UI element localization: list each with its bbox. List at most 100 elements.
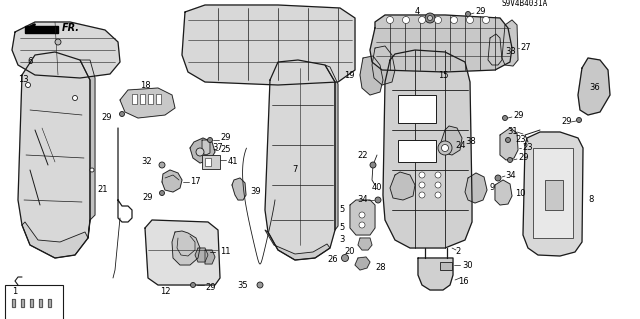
Polygon shape <box>145 220 220 285</box>
Text: 15: 15 <box>438 70 448 79</box>
Text: 29: 29 <box>561 117 572 127</box>
Text: 38: 38 <box>465 137 476 146</box>
Polygon shape <box>22 222 88 258</box>
Text: 33: 33 <box>505 48 516 56</box>
Polygon shape <box>182 5 355 85</box>
Polygon shape <box>48 299 51 307</box>
Circle shape <box>419 192 425 198</box>
Polygon shape <box>370 15 512 72</box>
Polygon shape <box>30 299 33 307</box>
Polygon shape <box>440 126 462 155</box>
Text: 26: 26 <box>328 256 338 264</box>
Bar <box>202 155 220 169</box>
Polygon shape <box>202 140 210 155</box>
Text: 5: 5 <box>340 205 345 214</box>
Text: 34: 34 <box>505 170 516 180</box>
Text: 40: 40 <box>371 183 382 192</box>
Polygon shape <box>190 138 215 163</box>
Text: 29: 29 <box>475 8 486 17</box>
Circle shape <box>359 222 365 228</box>
Text: 34: 34 <box>357 196 368 204</box>
Text: 31: 31 <box>508 128 518 137</box>
Polygon shape <box>358 238 372 250</box>
Bar <box>140 94 145 104</box>
Text: FR.: FR. <box>62 23 80 33</box>
Text: 35: 35 <box>237 280 248 290</box>
Text: 2: 2 <box>455 248 460 256</box>
Text: 6: 6 <box>28 57 33 66</box>
Circle shape <box>419 172 425 178</box>
Circle shape <box>435 172 441 178</box>
Text: 1: 1 <box>12 287 18 296</box>
Circle shape <box>425 13 435 23</box>
Text: 23: 23 <box>515 136 525 145</box>
Polygon shape <box>523 132 583 256</box>
Text: 37: 37 <box>212 143 223 152</box>
Text: 20: 20 <box>344 248 355 256</box>
Circle shape <box>159 162 165 168</box>
Circle shape <box>465 11 470 17</box>
Polygon shape <box>18 52 90 258</box>
Polygon shape <box>325 65 338 230</box>
Polygon shape <box>120 88 175 118</box>
Polygon shape <box>25 26 58 33</box>
Polygon shape <box>360 56 383 95</box>
Polygon shape <box>12 22 120 78</box>
Circle shape <box>72 95 77 100</box>
Polygon shape <box>205 250 215 264</box>
Bar <box>533 148 573 238</box>
Circle shape <box>370 162 376 168</box>
Text: 3: 3 <box>340 235 345 244</box>
Text: 18: 18 <box>140 80 150 90</box>
Circle shape <box>207 137 212 143</box>
Text: 32: 32 <box>141 158 152 167</box>
Circle shape <box>55 39 61 45</box>
Text: 30: 30 <box>462 261 472 270</box>
Circle shape <box>442 145 449 152</box>
Text: 36: 36 <box>589 84 600 93</box>
Circle shape <box>196 148 204 156</box>
Circle shape <box>483 17 490 24</box>
Polygon shape <box>80 60 95 238</box>
Circle shape <box>359 212 365 218</box>
Text: 11: 11 <box>220 248 230 256</box>
Polygon shape <box>12 299 15 307</box>
Text: 16: 16 <box>458 278 468 286</box>
Circle shape <box>26 83 31 87</box>
Bar <box>156 94 161 104</box>
Text: 25: 25 <box>220 145 230 154</box>
Polygon shape <box>162 170 182 192</box>
Bar <box>398 95 436 123</box>
Text: 17: 17 <box>190 177 200 187</box>
Text: 29: 29 <box>513 112 524 121</box>
Bar <box>5 285 63 319</box>
Text: 13: 13 <box>18 76 29 85</box>
Polygon shape <box>418 258 453 290</box>
Polygon shape <box>372 46 395 85</box>
Text: 29: 29 <box>205 284 216 293</box>
Text: 8: 8 <box>588 196 593 204</box>
Polygon shape <box>488 34 502 65</box>
Text: 29: 29 <box>102 114 112 122</box>
Text: 10: 10 <box>515 189 525 198</box>
Bar <box>148 94 153 104</box>
Polygon shape <box>232 178 246 200</box>
Polygon shape <box>465 173 487 203</box>
Text: 4: 4 <box>415 8 420 17</box>
Circle shape <box>467 17 474 24</box>
Text: S9V4B4031A: S9V4B4031A <box>502 0 548 8</box>
Text: 23: 23 <box>522 144 532 152</box>
Circle shape <box>502 115 508 121</box>
Circle shape <box>342 255 349 262</box>
Polygon shape <box>355 257 370 270</box>
Polygon shape <box>195 248 208 262</box>
Circle shape <box>257 282 263 288</box>
Text: 9: 9 <box>490 183 495 192</box>
Text: 21: 21 <box>97 186 108 195</box>
Text: 5: 5 <box>340 224 345 233</box>
Circle shape <box>506 137 511 143</box>
Circle shape <box>159 190 164 196</box>
Circle shape <box>375 197 381 203</box>
Bar <box>398 140 436 162</box>
Bar <box>132 94 137 104</box>
